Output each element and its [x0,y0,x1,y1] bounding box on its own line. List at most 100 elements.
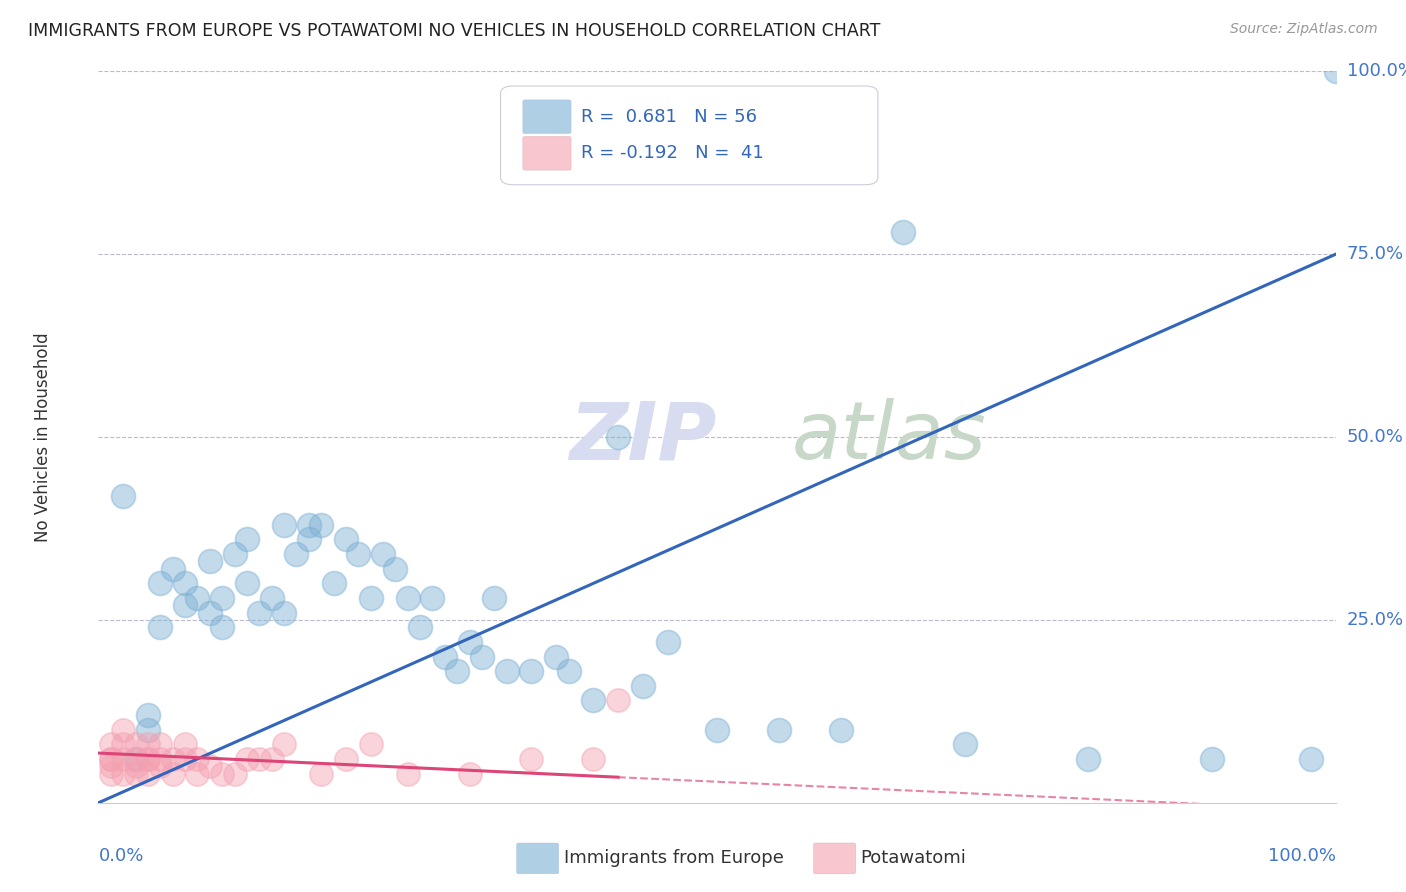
Point [446,664,468,678]
Point [458,766,481,780]
Point [422,591,444,605]
Point [371,547,394,561]
Text: IMMIGRANTS FROM EUROPE VS POTAWATOMI NO VEHICLES IN HOUSEHOLD CORRELATION CHART: IMMIGRANTS FROM EUROPE VS POTAWATOMI NO … [28,22,880,40]
Point [360,591,382,605]
Point [433,649,456,664]
Point [607,430,630,444]
Point [136,708,159,723]
Point [484,591,506,605]
Text: 100.0%: 100.0% [1347,62,1406,80]
Text: Source: ZipAtlas.com: Source: ZipAtlas.com [1230,22,1378,37]
Point [174,576,197,591]
Point [112,752,135,766]
Point [124,737,146,751]
Point [162,766,184,780]
FancyBboxPatch shape [814,843,856,874]
Point [186,766,208,780]
Point [1201,752,1223,766]
Point [309,766,332,780]
Point [149,737,172,751]
Point [236,533,259,547]
Point [830,723,852,737]
Point [136,752,159,766]
Text: 50.0%: 50.0% [1347,428,1403,446]
Point [557,664,579,678]
Point [335,533,357,547]
Point [100,737,122,751]
Text: No Vehicles in Household: No Vehicles in Household [34,332,52,542]
Point [247,606,270,620]
Point [260,752,283,766]
Text: Potawatomi: Potawatomi [860,849,966,867]
Point [582,752,605,766]
Point [224,547,246,561]
Point [186,591,208,605]
Point [335,752,357,766]
Point [706,723,728,737]
Point [136,723,159,737]
Point [546,649,568,664]
Point [582,693,605,707]
Point [247,752,270,766]
Point [124,759,146,773]
Point [174,599,197,613]
Point [149,576,172,591]
Point [136,737,159,751]
Point [162,562,184,576]
Point [136,752,159,766]
Text: ZIP: ZIP [568,398,716,476]
Point [396,591,419,605]
Point [124,766,146,780]
Point [112,766,135,780]
FancyBboxPatch shape [523,100,571,134]
Point [198,606,221,620]
Point [409,620,432,634]
Point [198,554,221,568]
Point [136,766,159,780]
Point [211,766,233,780]
Point [198,759,221,773]
Point [236,576,259,591]
Point [298,533,321,547]
Point [657,635,679,649]
Point [396,766,419,780]
Point [211,620,233,634]
Point [309,517,332,532]
Point [174,752,197,766]
Point [224,766,246,780]
Point [520,664,543,678]
Text: 25.0%: 25.0% [1347,611,1405,629]
Point [1324,64,1347,78]
Text: 100.0%: 100.0% [1268,847,1336,864]
Point [607,693,630,707]
Point [112,723,135,737]
Point [174,737,197,751]
Point [273,517,295,532]
FancyBboxPatch shape [523,136,571,170]
Text: 75.0%: 75.0% [1347,245,1405,263]
Point [149,752,172,766]
Point [458,635,481,649]
Point [124,752,146,766]
Point [953,737,976,751]
Text: 0.0%: 0.0% [98,847,143,864]
Point [149,620,172,634]
Point [186,752,208,766]
Point [360,737,382,751]
Point [1077,752,1099,766]
Point [260,591,283,605]
Point [211,591,233,605]
Point [100,752,122,766]
FancyBboxPatch shape [516,843,558,874]
Point [520,752,543,766]
Point [384,562,406,576]
Text: atlas: atlas [792,398,986,476]
Point [1299,752,1322,766]
Point [768,723,790,737]
Point [236,752,259,766]
FancyBboxPatch shape [501,86,877,185]
Point [100,766,122,780]
Point [347,547,370,561]
Point [162,752,184,766]
Text: Immigrants from Europe: Immigrants from Europe [564,849,783,867]
